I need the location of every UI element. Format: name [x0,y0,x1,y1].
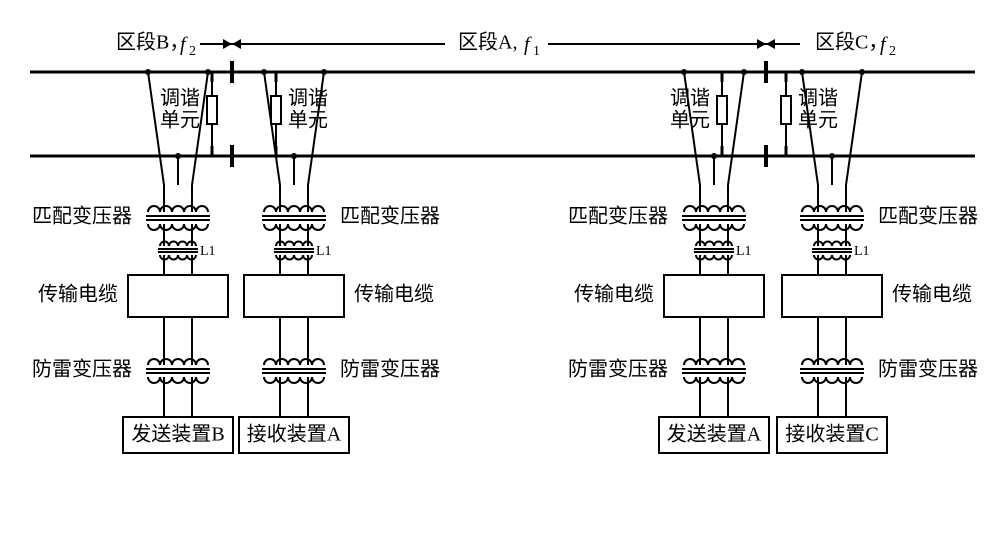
svg-text:匹配变压器: 匹配变压器 [340,205,440,228]
svg-text:调谐: 调谐 [670,87,710,110]
svg-text:传输电缆: 传输电缆 [354,283,434,306]
svg-text:f: f [524,34,532,56]
svg-text:发送装置B: 发送装置B [131,423,224,446]
svg-text:L1: L1 [736,244,752,259]
svg-text:调谐: 调谐 [160,87,200,110]
svg-text:匹配变压器: 匹配变压器 [568,205,668,228]
svg-text:接收装置A: 接收装置A [247,423,342,446]
diagram-canvas: 区段B，f2区段A, f1区段C，f2调谐单元调谐单元调谐单元调谐单元匹配变压器… [0,0,1000,552]
svg-text:单元: 单元 [288,109,328,132]
svg-text:发送装置A: 发送装置A [667,423,762,446]
svg-text:1: 1 [533,44,540,59]
svg-text:传输电缆: 传输电缆 [892,283,972,306]
svg-text:匹配变压器: 匹配变压器 [878,205,978,228]
svg-text:防雷变压器: 防雷变压器 [878,358,978,381]
svg-text:区段C，: 区段C， [815,31,888,54]
svg-text:传输电缆: 传输电缆 [38,283,118,306]
svg-text:区段B，: 区段B， [116,31,189,54]
svg-text:防雷变压器: 防雷变压器 [568,358,668,381]
svg-text:L1: L1 [316,244,332,259]
svg-text:匹配变压器: 匹配变压器 [32,205,132,228]
svg-text:L1: L1 [854,244,870,259]
svg-text:区段A,: 区段A, [458,31,517,54]
svg-text:L1: L1 [200,244,216,259]
svg-text:接收装置C: 接收装置C [785,423,878,446]
svg-text:传输电缆: 传输电缆 [574,283,654,306]
svg-text:防雷变压器: 防雷变压器 [32,358,132,381]
svg-text:2: 2 [189,44,196,59]
svg-text:单元: 单元 [160,109,200,132]
svg-text:防雷变压器: 防雷变压器 [340,358,440,381]
svg-text:单元: 单元 [798,109,838,132]
svg-text:2: 2 [889,44,896,59]
